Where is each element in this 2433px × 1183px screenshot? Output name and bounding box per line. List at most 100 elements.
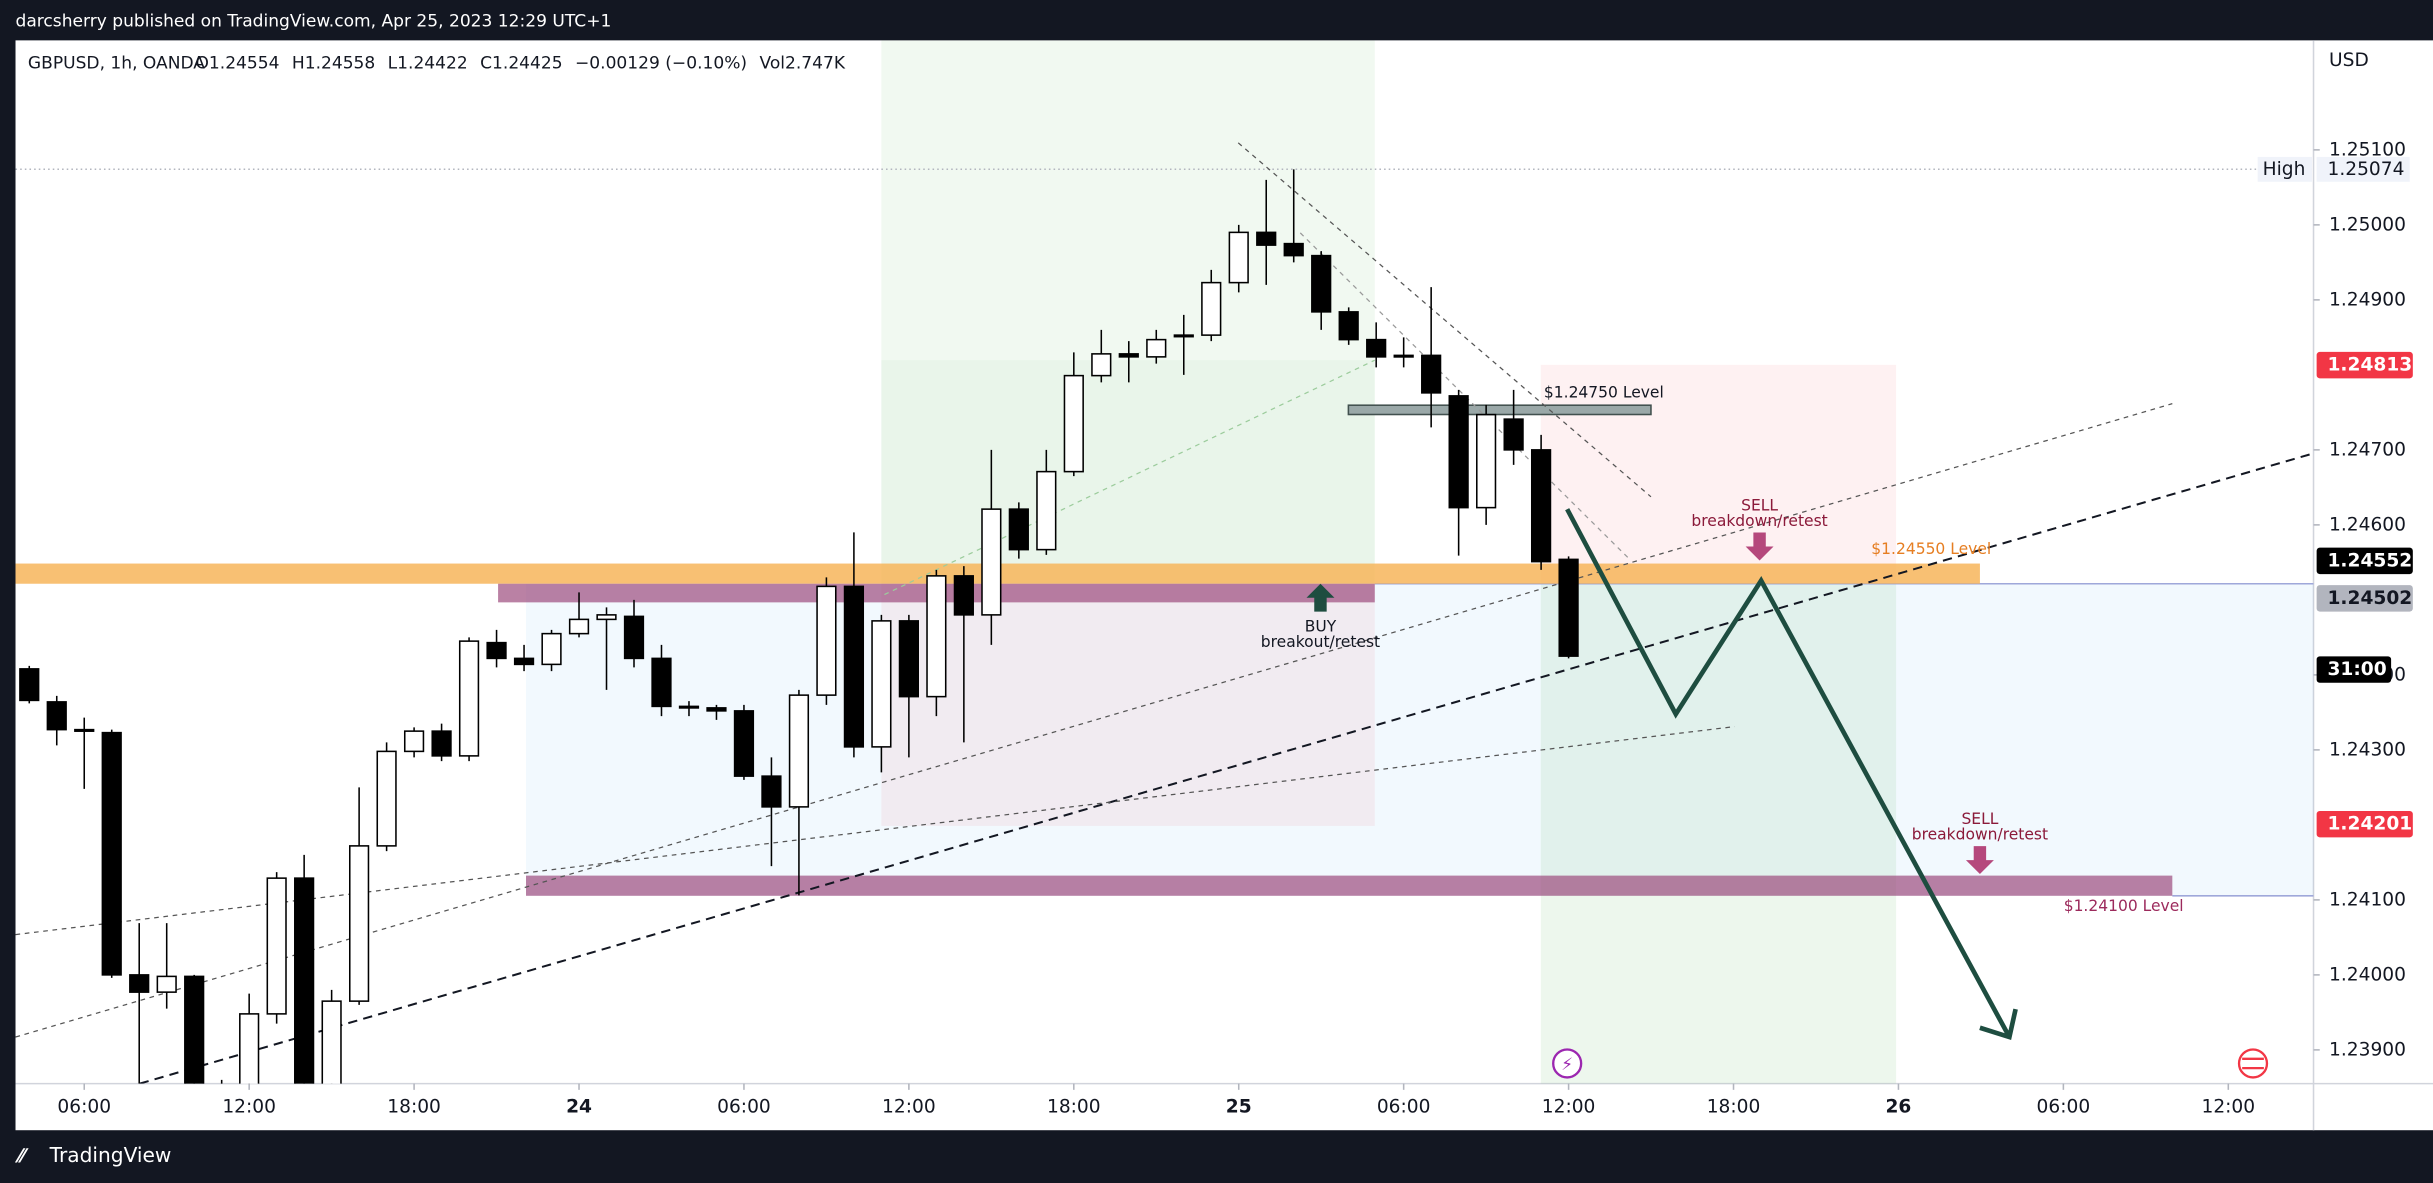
- y-tick-label: 1.24000: [2329, 964, 2406, 985]
- y-tick-label: 1.25100: [2329, 139, 2406, 160]
- price-label-bg: [2316, 585, 2413, 612]
- candle-body: [19, 668, 40, 702]
- long-target: [881, 360, 1375, 584]
- candle-body: [761, 775, 782, 808]
- candle-body: [101, 731, 122, 976]
- buy-arrow: [1306, 583, 1335, 612]
- x-tick-label: 26: [1886, 1096, 1912, 1117]
- countdown-bg: [2316, 656, 2392, 683]
- x-tick-label: 24: [566, 1096, 592, 1117]
- y-tick-label: 1.24900: [2329, 289, 2406, 310]
- candle-body: [1448, 395, 1469, 509]
- x-tick-label: 18:00: [1707, 1096, 1761, 1117]
- legend-item: L1.24422: [388, 54, 468, 74]
- legend-item: O1.24554: [196, 54, 280, 74]
- purple-zone: [526, 875, 2173, 896]
- candle-body: [541, 632, 562, 666]
- symbol: GBPUSD, 1h, OANDA: [28, 54, 205, 74]
- level-label: $1.24550 Level: [1871, 540, 1991, 558]
- y-tick-label: 1.23900: [2329, 1039, 2406, 1060]
- x-tick-label: 18:00: [1047, 1096, 1101, 1117]
- candle-body: [1063, 374, 1084, 473]
- candle-body: [1476, 413, 1497, 509]
- candle-body: [294, 877, 315, 1084]
- candle-body: [376, 750, 397, 847]
- trend-line: [15, 403, 2173, 1038]
- x-tick-label: 06:00: [2037, 1096, 2091, 1117]
- price-label-bg: [2316, 810, 2413, 838]
- candle-body: [871, 620, 892, 748]
- legend: GBPUSD, 1h, OANDA O1.24554 H1.24558 L1.244…: [28, 54, 846, 74]
- candle-body: [1091, 353, 1112, 377]
- event-icon-glyph: ⚡: [1561, 1055, 1573, 1075]
- trend-line: [884, 359, 1376, 596]
- candle-body: [843, 585, 865, 748]
- candle-body: [431, 730, 452, 757]
- level-label: $1.24100 Level: [2064, 897, 2184, 915]
- candle-body: [1393, 354, 1414, 358]
- short-target: [1540, 583, 1897, 1084]
- candle-body: [596, 614, 617, 621]
- high-label: High: [2263, 159, 2306, 180]
- trend-line: [139, 452, 2314, 1084]
- trend-line: [1299, 232, 1630, 560]
- sell-arrow: [1965, 846, 1994, 875]
- candle-body: [953, 575, 974, 616]
- currency: USD: [2329, 50, 2369, 71]
- candle-body: [513, 657, 535, 666]
- sell-label: SELL: [1961, 810, 1998, 828]
- candle-body: [1146, 338, 1167, 358]
- candle-body: [1421, 354, 1442, 394]
- legend-item: −0.00129 (−0.10%): [575, 54, 747, 74]
- candle-body: [623, 615, 645, 660]
- sell-label: breakdown/retest: [1691, 512, 1827, 530]
- y-tick-label: 1.24600: [2329, 514, 2406, 535]
- brand: TradingView: [49, 1143, 172, 1167]
- candle-body: [1338, 311, 1359, 341]
- candle-body: [1283, 242, 1304, 257]
- candle-body: [129, 974, 150, 993]
- candle-body: [1173, 334, 1194, 338]
- event-icon[interactable]: [1552, 1048, 1583, 1079]
- candle-body: [1118, 353, 1139, 358]
- legend-item: H1.24558: [292, 54, 375, 74]
- y-tick-label: 1.25000: [2329, 214, 2406, 235]
- candle-body: [788, 694, 810, 808]
- candle-body: [1228, 231, 1249, 284]
- candle-body: [568, 618, 590, 635]
- candle-body: [1036, 470, 1057, 551]
- price-label-bg: [2316, 156, 2410, 182]
- x-tick-label: 12:00: [1542, 1096, 1596, 1117]
- price-label: 1.24201: [2327, 814, 2412, 835]
- candle-body: [403, 730, 425, 753]
- candle-body: [1503, 418, 1524, 451]
- x-tick-label: 06:00: [717, 1096, 771, 1117]
- y-tick-label: 1.24700: [2329, 439, 2406, 460]
- projection-arrowhead: [1979, 1008, 2018, 1041]
- buy-label: BUY: [1305, 618, 1337, 636]
- candle-body: [1201, 281, 1222, 336]
- x-tick-label: 25: [1226, 1096, 1252, 1117]
- x-tick-label: 12:00: [882, 1096, 936, 1117]
- candle-body: [1008, 508, 1029, 551]
- candle-body: [156, 975, 177, 993]
- flag-icon[interactable]: [2237, 1048, 2269, 1079]
- long-target: [881, 40, 1375, 361]
- gray-zone: [1347, 404, 1652, 416]
- price-label-bg: [2316, 351, 2413, 379]
- candle-body: [1558, 558, 1579, 657]
- price-label: 1.24502: [2327, 588, 2412, 609]
- candle-body: [816, 585, 837, 696]
- trend-line: [1237, 142, 1652, 498]
- candle-body: [1256, 231, 1277, 246]
- price-label: 1.24813: [2327, 355, 2412, 376]
- publisher: darcsherry published on TradingView.com,…: [16, 12, 612, 32]
- candle-body: [348, 845, 370, 1002]
- candle-body: [898, 620, 920, 698]
- buy-label: breakout/retest: [1261, 633, 1380, 651]
- candle-body: [651, 657, 672, 708]
- candle-body: [706, 707, 727, 712]
- candle-body: [926, 575, 947, 698]
- candle-body: [266, 877, 287, 1015]
